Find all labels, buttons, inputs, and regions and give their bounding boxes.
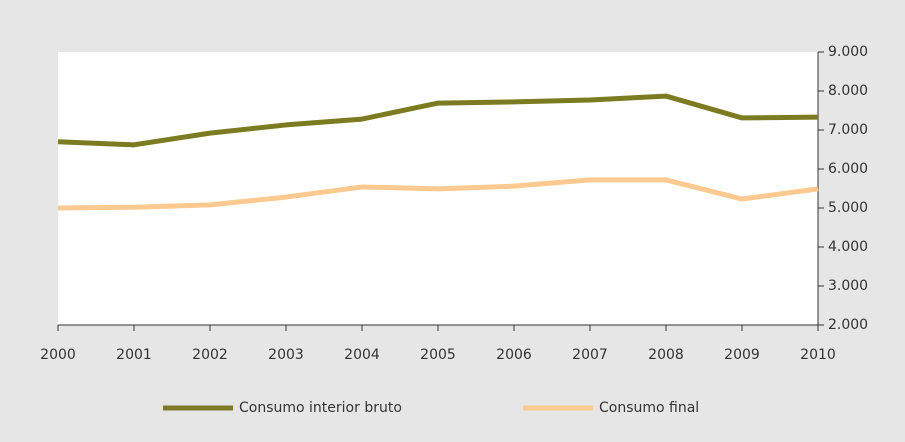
- y-tick-label: 7.000: [828, 122, 868, 138]
- y-tick-label: 9.000: [828, 44, 868, 60]
- series-line: [57, 93, 819, 148]
- x-tick-label: 2002: [192, 347, 228, 363]
- y-tick-label: 5.000: [828, 200, 868, 216]
- y-tick-label: 2.000: [828, 317, 868, 333]
- y-tick-label: 8.000: [828, 83, 868, 99]
- x-tick-label: 2008: [648, 347, 684, 363]
- x-tick-label: 2001: [116, 347, 152, 363]
- legend-label: Consumo interior bruto: [239, 400, 402, 416]
- x-tick-label: 2005: [420, 347, 456, 363]
- x-tick-label: 2007: [572, 347, 608, 363]
- x-tick-label: 2006: [496, 347, 532, 363]
- x-tick-label: 2000: [40, 347, 76, 363]
- x-tick-label: 2010: [800, 347, 836, 363]
- x-tick-label: 2003: [268, 347, 304, 363]
- x-tick-label: 2009: [724, 347, 760, 363]
- y-tick-label: 3.000: [828, 278, 868, 294]
- x-tick-label: 2004: [344, 347, 380, 363]
- y-tick-label: 6.000: [828, 161, 868, 177]
- y-tick-label: 4.000: [828, 239, 868, 255]
- legend-label: Consumo final: [599, 400, 699, 416]
- series-line: [57, 177, 819, 211]
